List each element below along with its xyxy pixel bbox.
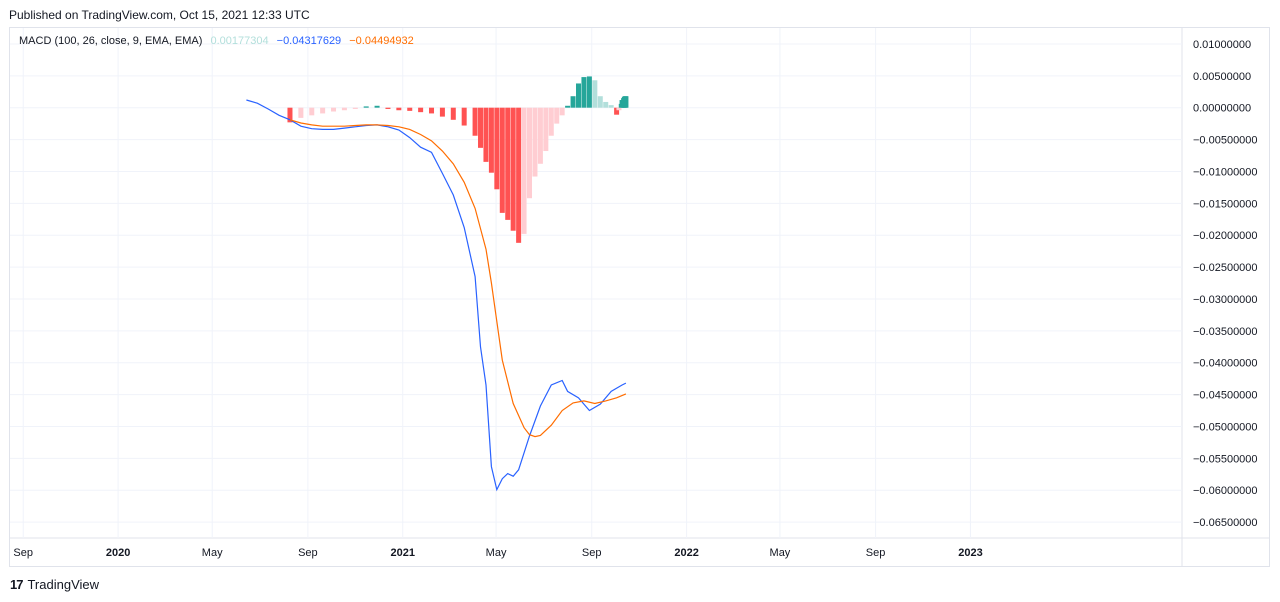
histogram-bars (287, 76, 629, 243)
histogram-bar (499, 107, 505, 213)
y-tick-label: 0.00000000 (1193, 103, 1251, 115)
histogram-bar (570, 96, 576, 108)
x-tick-label: 2021 (390, 547, 414, 559)
y-tick-label: −0.05500000 (1193, 453, 1258, 465)
histogram-bar (559, 107, 565, 116)
histogram-value: 0.00177304 (210, 35, 269, 47)
y-tick-label: −0.03000000 (1193, 294, 1258, 306)
histogram-bar (616, 107, 622, 111)
published-caption: Published on TradingView.com, Oct 15, 20… (9, 8, 310, 22)
macd-line (246, 99, 627, 492)
y-tick-label: −0.06000000 (1193, 485, 1258, 497)
y-tick-label: −0.00500000 (1193, 135, 1258, 147)
histogram-bar (586, 76, 592, 108)
y-tick-label: −0.04500000 (1193, 390, 1258, 402)
y-tick-label: −0.03500000 (1193, 326, 1258, 338)
histogram-bar (461, 107, 467, 126)
macd-value: −0.04317629 (276, 35, 342, 47)
histogram-bar (374, 105, 380, 108)
y-tick-label: −0.02000000 (1193, 230, 1258, 242)
y-tick-label: −0.04000000 (1193, 358, 1258, 370)
tradingview-logo-icon: 17 (10, 577, 24, 592)
indicator-name[interactable]: MACD (100, 26, close, 9, EMA, EMA) (19, 35, 203, 47)
histogram-bar (516, 107, 522, 243)
histogram-bar (309, 107, 315, 116)
x-tick-label: 2023 (958, 547, 982, 559)
histogram-bar (592, 80, 598, 108)
histogram-bar (494, 107, 500, 190)
histogram-bar (603, 101, 609, 108)
histogram-bar (614, 107, 620, 115)
histogram-bar (581, 77, 587, 108)
x-tick-label: Sep (298, 547, 318, 559)
y-tick-label: 0.00500000 (1193, 71, 1251, 83)
histogram-bar (450, 107, 456, 120)
histogram-bar (510, 107, 516, 231)
x-tick-label: 2020 (106, 547, 130, 559)
histogram-bar (548, 107, 554, 136)
histogram-bar (505, 107, 511, 220)
histogram-bar (483, 107, 489, 162)
histogram-bar (608, 105, 614, 108)
histogram-bar (488, 107, 494, 173)
y-tick-label: −0.05000000 (1193, 421, 1258, 433)
histogram-bar (341, 107, 347, 111)
x-tick-label: Sep (582, 547, 602, 559)
x-tick-label: May (202, 547, 223, 559)
indicator-legend[interactable]: MACD (100, 26, close, 9, EMA, EMA) 0.001… (19, 35, 419, 47)
histogram-bar (537, 107, 543, 164)
histogram-bar (543, 107, 549, 152)
y-tick-label: 0.01000000 (1193, 39, 1251, 51)
chart-frame (9, 27, 1270, 567)
histogram-bar (418, 107, 424, 113)
y-tick-label: −0.01000000 (1193, 166, 1258, 178)
series-lines (246, 99, 627, 492)
histogram-bar (385, 107, 391, 109)
x-tick-label: Sep (13, 547, 33, 559)
time-axis: Sep 2020 May Sep 2021 May Sep 2022 May Sep 2023 (13, 547, 982, 559)
histogram-bar (439, 107, 445, 117)
x-tick-label: May (770, 547, 791, 559)
signal-value: −0.04494932 (349, 35, 414, 47)
histogram-bar (407, 107, 413, 111)
histogram-bar (331, 107, 337, 112)
x-tick-label: May (486, 547, 507, 559)
tradingview-brand[interactable]: 17 TradingView (10, 577, 99, 592)
histogram-bar (527, 107, 533, 199)
histogram-bar (320, 107, 326, 114)
histogram-bar (429, 107, 435, 114)
histogram-bar (352, 107, 358, 109)
chart-grid (10, 28, 1270, 567)
histogram-bar (532, 107, 538, 177)
histogram-bar (396, 107, 402, 111)
histogram-bar (298, 107, 304, 118)
y-tick-label: −0.01500000 (1193, 198, 1258, 210)
histogram-bar (478, 107, 484, 148)
histogram-bar (521, 107, 527, 234)
histogram-bar (363, 106, 369, 108)
x-tick-label: Sep (866, 547, 886, 559)
x-tick-label: 2022 (674, 547, 698, 559)
histogram-bar (565, 105, 571, 108)
signal-line (289, 119, 627, 438)
price-axis: 0.01000000 0.00500000 0.00000000 −0.0050000… (1193, 39, 1258, 529)
brand-name: TradingView (27, 577, 100, 592)
histogram-bar (597, 96, 603, 108)
histogram-bar (576, 83, 582, 108)
histogram-bar (623, 96, 629, 108)
histogram-bar (472, 107, 478, 136)
histogram-bar (554, 107, 560, 124)
y-tick-label: −0.02500000 (1193, 262, 1258, 274)
histogram-bar (287, 107, 293, 123)
y-tick-label: −0.06500000 (1193, 517, 1258, 529)
